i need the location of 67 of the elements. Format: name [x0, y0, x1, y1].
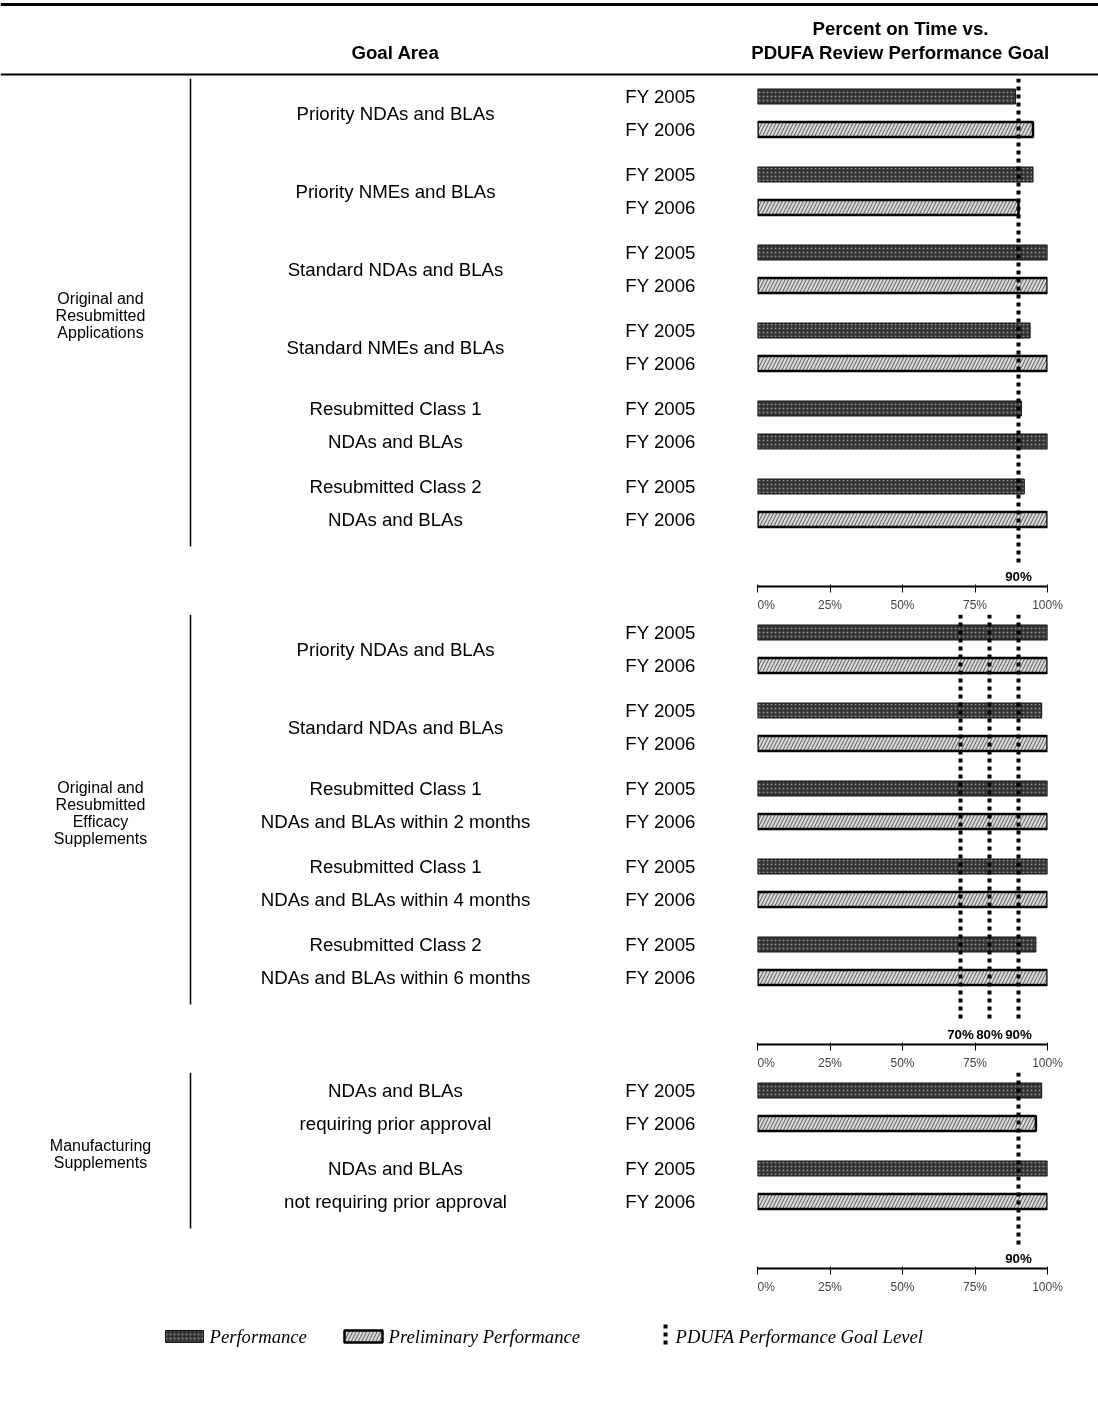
y-tick-label: FY 2005: [625, 242, 696, 263]
text: Resubmitted Class 2 NDAs and BLAs: [309, 475, 482, 531]
y-tick-label: FY 2006: [625, 1113, 696, 1134]
text: Priority NMEs and BLAs: [295, 180, 496, 202]
text: Goal Area: [351, 42, 440, 63]
x-tick-label: 25%: [817, 597, 843, 612]
x-tick-label: 75%: [962, 597, 988, 612]
x-tick-label: 50%: [890, 1279, 915, 1294]
y-tick-label: FY 2005: [625, 1158, 696, 1179]
y-tick-label: FY 2005: [625, 476, 696, 497]
text: NDAs and BLAs requiring prior approval: [299, 1079, 492, 1135]
y-tick-label: FY 2006: [625, 431, 696, 452]
x-tick-label: 25%: [817, 1279, 843, 1294]
text: Resubmitted Class 1 NDAs and BLAs within 4 months: [260, 855, 531, 911]
x-tick-label: 100%: [1032, 1055, 1064, 1070]
text: Standard NDAs and BLAs: [287, 716, 504, 738]
text: Resubmitted Class 1 NDAs and BLAs within 2 months: [260, 777, 531, 833]
text: Priority NDAs and BLAs: [296, 102, 495, 124]
y-tick-label: FY 2005: [625, 320, 696, 341]
y-tick-label: FY 2006: [625, 197, 696, 218]
x-tick-label: 0%: [757, 597, 776, 612]
y-tick-label: FY 2005: [625, 856, 696, 877]
y-tick-label: FY 2005: [625, 622, 696, 643]
y-tick-label: FY 2006: [625, 655, 696, 676]
y-tick-label: FY 2005: [625, 164, 696, 185]
x-tick-label: 75%: [962, 1055, 988, 1070]
y-tick-label: FY 2006: [625, 275, 696, 296]
y-tick-label: FY 2005: [625, 700, 696, 721]
y-tick-label: FY 2006: [625, 733, 696, 754]
y-tick-label: FY 2005: [625, 934, 696, 955]
legend-label: Preliminary Performance: [387, 1326, 581, 1347]
y-tick-label: FY 2006: [625, 889, 696, 910]
x-tick-label: 100%: [1032, 1279, 1064, 1294]
text: PDUFA Performance Goal Level: [674, 1326, 923, 1347]
text: Resubmitted Class 2 NDAs and BLAs within 6 months: [260, 933, 531, 989]
ref-line-label: 90%: [1005, 1251, 1032, 1266]
y-axis-title: Original and Resubmitted Efficacy Supplements: [53, 778, 148, 847]
x-tick-label: 25%: [817, 1055, 843, 1070]
y-tick-label: FY 2006: [625, 967, 696, 988]
chart-title: Percent on Time vs. PDUFA Review Performance Goal: [751, 18, 1050, 63]
x-tick-label: 0%: [757, 1055, 776, 1070]
text: Resubmitted Class 1 NDAs and BLAs: [309, 397, 482, 453]
y-axis-title: Manufacturing Supplements: [49, 1136, 152, 1171]
y-tick-label: FY 2005: [625, 1080, 696, 1101]
text: Standard NMEs and BLAs: [286, 336, 505, 358]
text: Priority NDAs and BLAs: [296, 638, 495, 660]
y-tick-label: FY 2006: [625, 509, 696, 530]
ref-line-label: 90%: [1005, 569, 1032, 584]
x-tick-label: 75%: [962, 1279, 988, 1294]
legend-label: Performance: [208, 1326, 307, 1347]
ref-line-label: 90%: [1005, 1027, 1032, 1042]
y-tick-label: FY 2006: [625, 119, 696, 140]
y-tick-label: FY 2005: [625, 86, 696, 107]
y-tick-label: FY 2005: [625, 778, 696, 799]
y-tick-label: FY 2005: [625, 398, 696, 419]
text: Standard NDAs and BLAs: [287, 258, 504, 280]
x-tick-label: 0%: [757, 1279, 776, 1294]
y-tick-label: FY 2006: [625, 1191, 696, 1212]
x-tick-label: 100%: [1032, 597, 1064, 612]
y-tick-label: FY 2006: [625, 353, 696, 374]
ref-line-label: 80%: [976, 1027, 1003, 1042]
ref-line-label: 70%: [947, 1027, 974, 1042]
x-tick-label: 50%: [890, 597, 915, 612]
x-tick-label: 50%: [890, 1055, 915, 1070]
y-axis-title: Original and Resubmitted Applications: [55, 290, 146, 341]
y-tick-label: FY 2006: [625, 811, 696, 832]
text: NDAs and BLAs not requiring prior approval: [284, 1157, 507, 1213]
